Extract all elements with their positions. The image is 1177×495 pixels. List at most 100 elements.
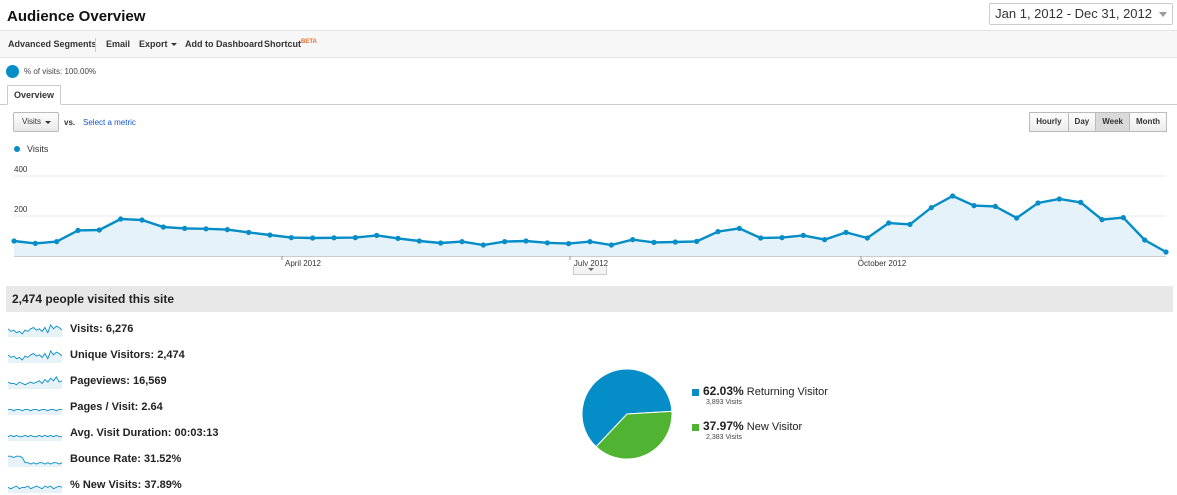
beta-badge: BETA <box>301 39 317 45</box>
week-button[interactable]: Week <box>1095 112 1130 132</box>
data-point[interactable] <box>395 235 401 241</box>
metric-row[interactable]: % New Visits: 37.89% <box>8 476 182 494</box>
data-point[interactable] <box>523 238 529 244</box>
data-point[interactable] <box>32 240 38 246</box>
pie-legend-new: 37.97% New Visitor 2,383 Visits <box>692 419 802 441</box>
advanced-segments-button[interactable]: Advanced Segments <box>8 39 97 49</box>
data-point[interactable] <box>843 229 849 235</box>
data-point[interactable] <box>203 226 209 232</box>
segment-pie-icon <box>6 65 19 78</box>
data-point[interactable] <box>1014 215 1020 221</box>
data-point[interactable] <box>1035 200 1041 206</box>
tab-overview[interactable]: Overview <box>7 85 62 105</box>
data-point[interactable] <box>118 216 124 222</box>
data-point[interactable] <box>672 239 678 245</box>
data-point[interactable] <box>331 235 337 241</box>
data-point[interactable] <box>1142 237 1148 243</box>
add-to-dashboard-button[interactable]: Add to Dashboard <box>185 39 263 49</box>
data-point[interactable] <box>1099 217 1105 223</box>
unique-visitors-sparkline-icon <box>8 349 62 363</box>
data-point[interactable] <box>630 237 636 243</box>
new-visitor-slice[interactable] <box>595 410 673 460</box>
data-point[interactable] <box>1078 199 1084 205</box>
data-point[interactable] <box>864 235 870 241</box>
shortcut-button[interactable]: ShortcutBETA <box>264 39 317 49</box>
email-button[interactable]: Email <box>106 39 131 49</box>
data-point[interactable] <box>566 241 572 247</box>
data-point[interactable] <box>1120 215 1126 221</box>
data-point[interactable] <box>75 227 81 233</box>
data-point[interactable] <box>288 235 294 241</box>
metric-row[interactable]: Pageviews: 16,569 <box>8 372 167 390</box>
data-point[interactable] <box>459 239 465 245</box>
data-point[interactable] <box>694 238 700 244</box>
data-point[interactable] <box>267 232 273 238</box>
data-point[interactable] <box>139 217 145 223</box>
data-point[interactable] <box>715 229 721 235</box>
metric-row[interactable]: Visits: 6,276 <box>8 320 133 338</box>
avg-visit-duration-sparkline-icon <box>8 434 62 441</box>
data-point[interactable] <box>416 238 422 244</box>
data-point[interactable] <box>608 242 614 248</box>
returning-visitor-slice[interactable] <box>581 368 673 448</box>
metric-dropdown[interactable]: Visits <box>13 112 59 132</box>
data-point[interactable] <box>374 232 380 238</box>
y-tick-label: 200 <box>14 205 28 214</box>
data-point[interactable] <box>587 239 593 245</box>
data-point[interactable] <box>502 239 508 245</box>
data-point[interactable] <box>96 227 102 233</box>
data-point[interactable] <box>651 239 657 245</box>
new-pct: 37.97% <box>703 419 744 433</box>
data-point[interactable] <box>950 193 956 199</box>
month-button[interactable]: Month <box>1129 112 1167 132</box>
data-point[interactable] <box>971 203 977 209</box>
data-point[interactable] <box>11 238 17 244</box>
select-metric-link[interactable]: Select a metric <box>83 118 136 127</box>
data-point[interactable] <box>800 232 806 238</box>
returning-visits: 3,893 Visits <box>706 399 743 406</box>
data-point[interactable] <box>480 242 486 248</box>
y-tick-label: 400 <box>14 165 28 174</box>
visitor-type-pie-chart <box>581 368 673 460</box>
data-point[interactable] <box>886 220 892 226</box>
chevron-down-icon <box>1159 12 1167 17</box>
data-point[interactable] <box>54 239 60 245</box>
data-point[interactable] <box>224 227 230 233</box>
metric-row[interactable]: Pages / Visit: 2.64 <box>8 398 163 416</box>
metric-row[interactable]: Avg. Visit Duration: 00:03:13 <box>8 424 219 442</box>
data-point[interactable] <box>736 225 742 231</box>
hourly-button[interactable]: Hourly <box>1029 112 1069 132</box>
data-point[interactable] <box>779 235 785 241</box>
segment-indicator: % of visits: 100.00% <box>6 65 96 78</box>
metric-row[interactable]: Unique Visitors: 2,474 <box>8 346 185 364</box>
data-point[interactable] <box>822 237 828 243</box>
x-tick-label: July 2012 <box>574 259 609 268</box>
metric-row[interactable]: Bounce Rate: 31.52% <box>8 450 181 468</box>
data-point[interactable] <box>992 203 998 209</box>
data-point[interactable] <box>246 229 252 235</box>
data-point[interactable] <box>1163 249 1169 255</box>
data-point[interactable] <box>758 235 764 241</box>
chart-legend: Visits <box>14 144 48 154</box>
new-swatch-icon <box>692 423 699 431</box>
data-point[interactable] <box>182 225 188 231</box>
chart-collapse-handle[interactable] <box>573 266 607 275</box>
data-point[interactable] <box>160 224 166 230</box>
shortcut-label: Shortcut <box>264 39 301 49</box>
data-point[interactable] <box>352 235 358 241</box>
returning-label: Returning Visitor <box>746 386 828 398</box>
date-range-picker[interactable]: Jan 1, 2012 - Dec 31, 2012 <box>989 3 1173 25</box>
new-label: New Visitor <box>746 421 803 433</box>
export-button[interactable]: Export <box>139 39 177 49</box>
data-point[interactable] <box>1056 196 1062 202</box>
page-title: Audience Overview <box>7 8 146 25</box>
data-point[interactable] <box>310 235 316 241</box>
new-visits: 2,383 Visits <box>706 434 743 441</box>
data-point[interactable] <box>544 240 550 246</box>
pages-per-visit-sparkline-icon <box>8 408 62 415</box>
data-point[interactable] <box>438 240 444 246</box>
day-button[interactable]: Day <box>1067 112 1097 132</box>
x-tick-label: October 2012 <box>858 259 907 268</box>
data-point[interactable] <box>907 221 913 227</box>
data-point[interactable] <box>928 205 934 211</box>
